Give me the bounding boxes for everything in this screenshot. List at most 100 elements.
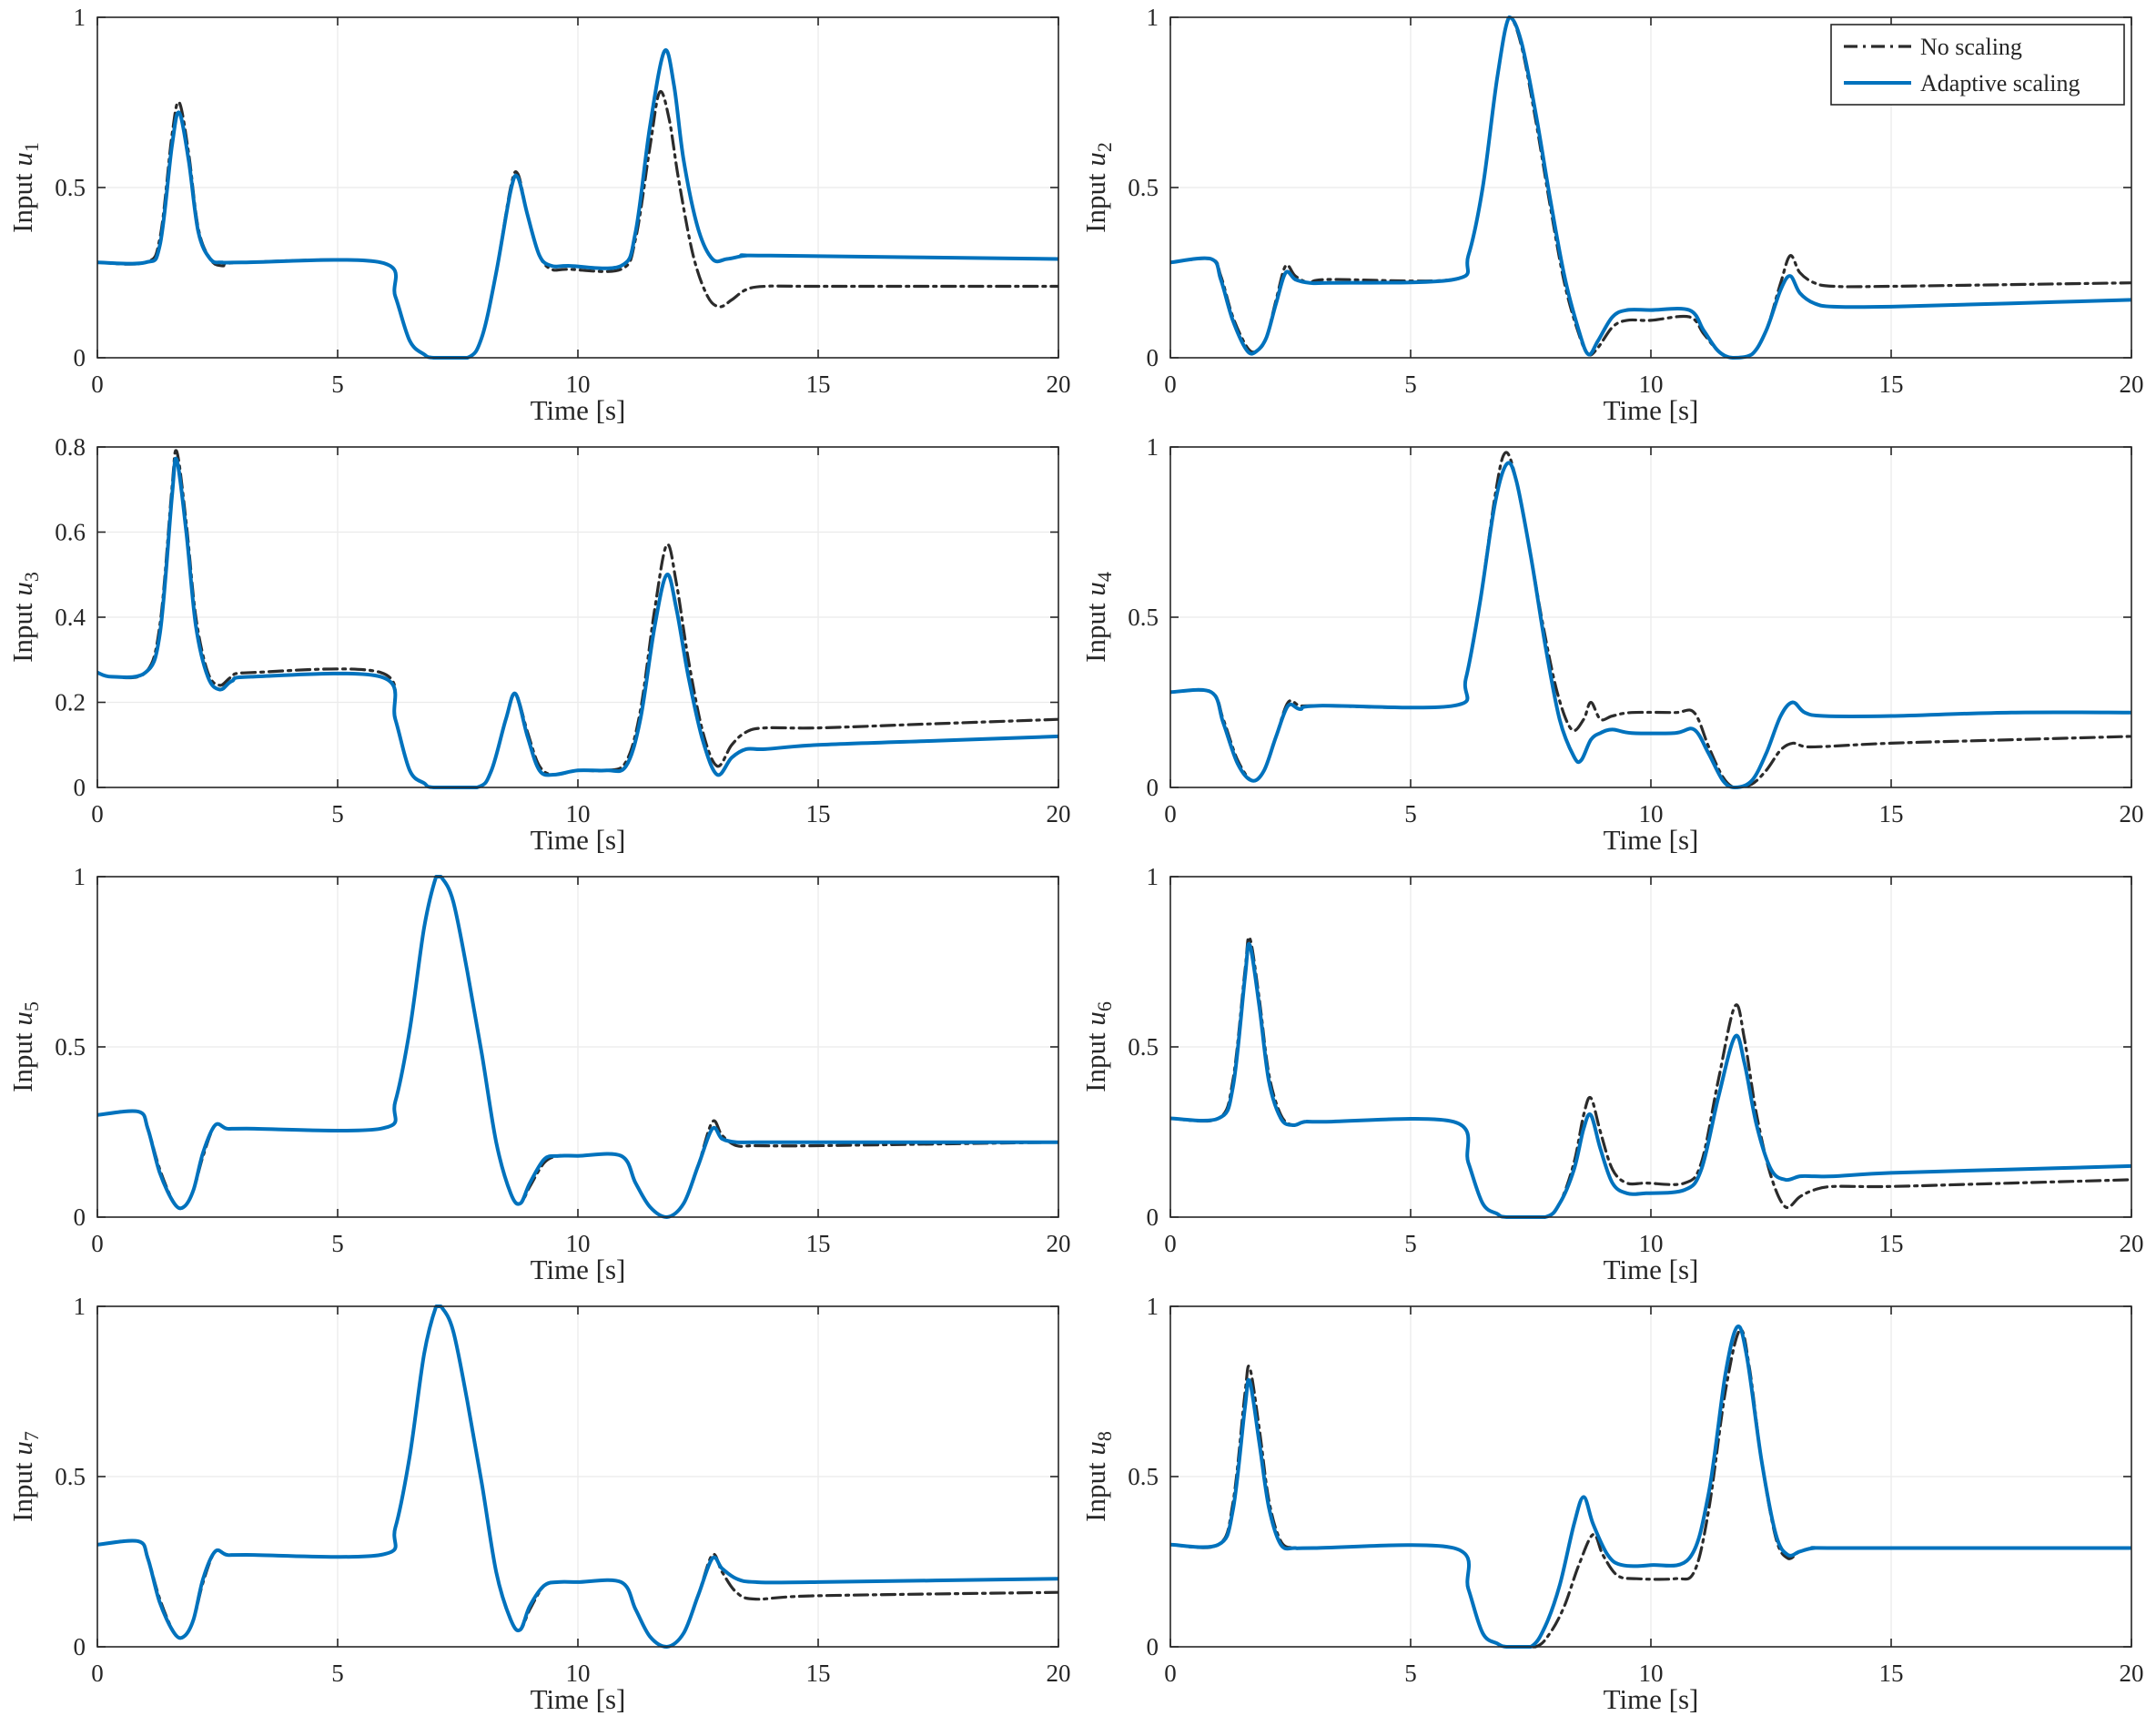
y-axis-label: Input u8 (1079, 1431, 1116, 1522)
plot-area (97, 449, 1059, 789)
y-tick-label: 0 (1146, 1633, 1159, 1660)
y-tick-label: 0.5 (56, 1033, 86, 1061)
x-tick-label: 5 (332, 1230, 345, 1257)
x-tick-label: 5 (1404, 1230, 1417, 1257)
chart-u6: 0 5 10 15 20 0 0.5 1 Time [s] Input u6 (1079, 864, 2144, 1285)
x-axis-label: Time [s] (531, 394, 626, 426)
plot-area (1169, 1324, 2131, 1649)
subplot-u8: 0 5 10 15 20 0 0.5 1 Time [s] Input u8 (1078, 1293, 2151, 1722)
subplot-u7: 0 5 10 15 20 0 0.5 1 Time [s] Input u7 (5, 1293, 1078, 1722)
x-tick-label: 5 (332, 800, 345, 827)
plot-area (1169, 935, 2131, 1219)
legend-box (1829, 24, 2125, 106)
plot-area (1169, 451, 2131, 789)
x-tick-label: 10 (1638, 800, 1663, 827)
x-tick-label: 0 (92, 800, 105, 827)
x-tick-label: 10 (566, 1230, 591, 1257)
chart-u4: 0 5 10 15 20 0 0.5 1 Time [s] Input u4 (1079, 434, 2144, 856)
x-tick-label: 0 (1164, 371, 1177, 398)
y-tick-label: 0 (74, 1203, 86, 1231)
x-tick-label: 0 (1164, 1660, 1177, 1687)
series-adaptive-scaling (1169, 15, 2131, 360)
subplot-u5: 0 5 10 15 20 0 0.5 1 Time [s] Input u5 (5, 863, 1078, 1293)
x-tick-label: 5 (332, 371, 345, 398)
x-tick-label: 10 (566, 1660, 591, 1687)
x-tick-label: 20 (1047, 1660, 1071, 1687)
chart-u3: 0 5 10 15 20 0 0.2 0.4 0.6 0.8 Time [s] Input u3 (6, 434, 1071, 856)
subplot-u6: 0 5 10 15 20 0 0.5 1 Time [s] Input u6 (1078, 863, 2151, 1293)
y-tick-label: 1 (74, 1294, 86, 1320)
subplot-u4: 0 5 10 15 20 0 0.5 1 Time [s] Input u4 (1078, 433, 2151, 863)
series-adaptive-scaling (97, 875, 1059, 1219)
x-tick-label: 15 (806, 371, 831, 398)
y-tick-label: 0 (74, 344, 86, 371)
x-tick-label: 15 (1878, 371, 1903, 398)
x-tick-label: 10 (1638, 371, 1663, 398)
subplot-u3: 0 5 10 15 20 0 0.2 0.4 0.6 0.8 Time [s] Input u3 (5, 433, 1078, 863)
x-tick-label: 20 (1047, 1230, 1071, 1257)
x-tick-label: 0 (92, 1230, 105, 1257)
y-axis-label: Input u1 (6, 142, 43, 233)
chart-u5: 0 5 10 15 20 0 0.5 1 Time [s] Input u5 (6, 864, 1071, 1285)
x-tick-label: 15 (806, 1230, 831, 1257)
x-axis-label: Time [s] (1603, 394, 1698, 426)
legend-label: No scaling (1920, 34, 2022, 60)
y-axis-label: Input u4 (1079, 572, 1116, 663)
y-tick-label: 1 (1146, 864, 1159, 890)
plot-area (97, 48, 1059, 360)
x-tick-label: 5 (332, 1660, 345, 1687)
x-tick-label: 5 (1404, 800, 1417, 827)
legend: No scaling Adaptive scaling (1829, 24, 2125, 106)
x-tick-label: 5 (1404, 371, 1417, 398)
y-tick-label: 1 (1146, 1294, 1159, 1320)
chart-u2: 0 5 10 15 20 0 0.5 1 Time [s] Input u2 No scaling A… (1079, 5, 2144, 426)
series-adaptive-scaling (1169, 461, 2131, 789)
x-tick-label: 20 (2119, 1230, 2143, 1257)
x-tick-label: 15 (1878, 1660, 1903, 1687)
plot-area (1169, 15, 2131, 360)
x-tick-label: 0 (1164, 1230, 1177, 1257)
x-axis-label: Time [s] (531, 824, 626, 856)
series-adaptive-scaling (1169, 1324, 2131, 1649)
x-tick-label: 10 (1638, 1230, 1663, 1257)
y-axis-label: Input u7 (6, 1431, 43, 1522)
series-adaptive-scaling (97, 1305, 1059, 1649)
x-tick-label: 10 (1638, 1660, 1663, 1687)
y-tick-label: 1 (74, 5, 86, 31)
y-axis-label: Input u2 (1079, 142, 1116, 233)
x-tick-label: 10 (566, 371, 591, 398)
y-axis-label: Input u5 (6, 1001, 43, 1092)
y-tick-label: 1 (74, 864, 86, 890)
plot-area (97, 875, 1059, 1219)
x-tick-label: 0 (1164, 800, 1177, 827)
y-tick-label: 1 (1146, 5, 1159, 31)
y-tick-label: 0.2 (56, 689, 86, 716)
x-axis-label: Time [s] (531, 1254, 626, 1285)
y-tick-label: 0.5 (56, 1463, 86, 1490)
y-tick-label: 0.8 (56, 434, 86, 461)
x-tick-label: 0 (92, 371, 105, 398)
series-adaptive-scaling (97, 48, 1059, 360)
x-tick-label: 20 (1047, 371, 1071, 398)
subplot-u2: 0 5 10 15 20 0 0.5 1 Time [s] Input u2 No scaling A… (1078, 4, 2151, 433)
y-tick-label: 0.4 (56, 604, 86, 631)
chart-u7: 0 5 10 15 20 0 0.5 1 Time [s] Input u7 (6, 1294, 1071, 1715)
y-tick-label: 0.5 (1128, 1033, 1159, 1061)
chart-u8: 0 5 10 15 20 0 0.5 1 Time [s] Input u8 (1079, 1294, 2144, 1715)
series-adaptive-scaling (1169, 941, 2131, 1219)
chart-u1: 0 5 10 15 20 0 0.5 1 Time [s] Input u1 (6, 5, 1071, 426)
x-tick-label: 20 (2119, 800, 2143, 827)
x-axis-label: Time [s] (1603, 1683, 1698, 1715)
y-tick-label: 0 (74, 774, 86, 801)
x-axis-label: Time [s] (531, 1683, 626, 1715)
x-tick-label: 15 (806, 1660, 831, 1687)
y-tick-label: 1 (1146, 434, 1159, 461)
y-tick-label: 0.6 (56, 519, 86, 546)
x-axis-label: Time [s] (1603, 1254, 1698, 1285)
x-tick-label: 15 (1878, 1230, 1903, 1257)
series-adaptive-scaling (97, 456, 1059, 789)
y-tick-label: 0.5 (1128, 174, 1159, 201)
x-tick-label: 5 (1404, 1660, 1417, 1687)
y-tick-label: 0 (1146, 774, 1159, 801)
